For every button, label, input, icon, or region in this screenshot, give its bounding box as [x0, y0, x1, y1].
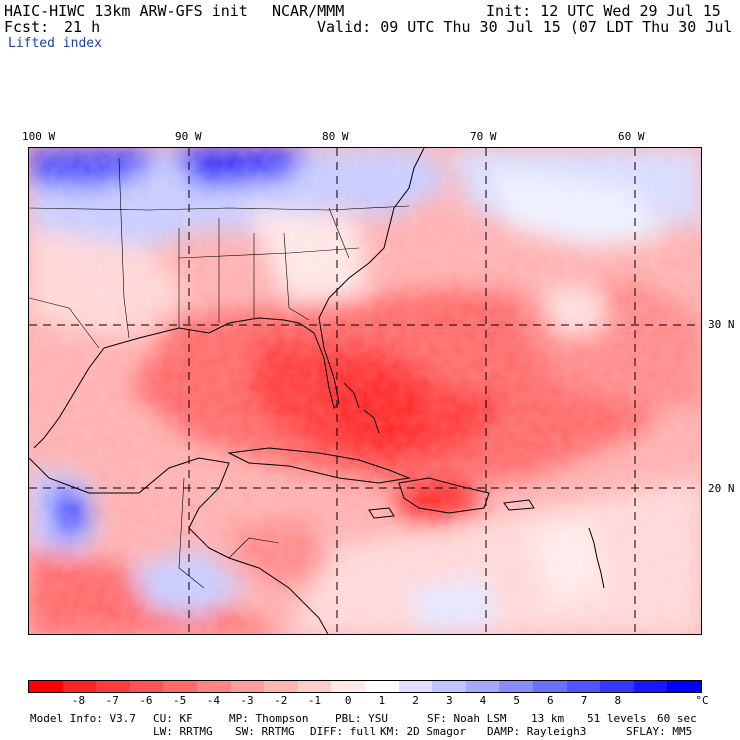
map-svg — [29, 148, 701, 634]
init-time: Init: 12 UTC Wed 29 Jul 15 — [486, 2, 721, 20]
lon-label-100w: 100 W — [22, 130, 56, 143]
colorbar-tick-label: -5 — [173, 694, 187, 707]
colorbar-segment — [465, 681, 500, 692]
colorbar-segment — [96, 681, 130, 692]
colorbar-segment — [667, 681, 701, 692]
colorbar-segment — [163, 681, 197, 692]
colorbar-segment — [29, 681, 63, 692]
footer-km: KM: 2D Smagor — [380, 725, 467, 738]
footer-resolution: 13 km — [531, 712, 565, 725]
lon-label-60w: 60 W — [618, 130, 645, 143]
footer-levels: 51 levels — [587, 712, 647, 725]
footer-timestep: 60 sec — [657, 712, 697, 725]
footer-diff: DIFF: full — [310, 725, 377, 738]
coastlines — [29, 148, 605, 634]
colorbar-unit: °C — [695, 694, 709, 707]
colorbar-tick-label: -7 — [105, 694, 119, 707]
colorbar-segment — [499, 681, 533, 692]
footer-sflay: SFLAY: MM5 — [626, 725, 693, 738]
colorbar-tick-label: 1 — [378, 694, 386, 707]
colorbar-tick-label: 0 — [344, 694, 352, 707]
colorbar-tick-label: 4 — [479, 694, 487, 707]
colorbar — [28, 680, 702, 693]
colorbar-tick-label: -2 — [274, 694, 288, 707]
colorbar-segment — [364, 681, 399, 692]
field-name: Lifted index — [8, 36, 102, 51]
colorbar-tick-label: -6 — [139, 694, 153, 707]
colorbar-tick-label: -1 — [307, 694, 322, 707]
colorbar-tick-label: 3 — [445, 694, 453, 707]
colorbar-tick-label: 5 — [513, 694, 520, 707]
valid-time: Valid: 09 UTC Thu 30 Jul 15 (07 LDT Thu … — [317, 18, 740, 36]
colorbar-tick-label: -8 — [71, 694, 86, 707]
footer-model-info: Model Info: V3.7 — [30, 712, 136, 725]
footer-lw: LW: RRTMG — [153, 725, 213, 738]
footer-cu: CU: KF — [153, 712, 193, 725]
footer-pbl: PBL: YSU — [335, 712, 388, 725]
colorbar-segment — [297, 681, 332, 692]
colorbar-segment — [129, 681, 164, 692]
colorbar-tick-label: 8 — [614, 694, 622, 707]
colorbar-segment — [600, 681, 634, 692]
colorbar-segment — [566, 681, 601, 692]
lon-label-80w: 80 W — [322, 130, 349, 143]
colorbar-segment — [264, 681, 298, 692]
footer-mp: MP: Thompson — [229, 712, 309, 725]
lat-lon-grid — [29, 148, 701, 634]
colorbar-segment — [331, 681, 365, 692]
fcst-value: 21 h — [64, 18, 101, 36]
colorbar-segment — [633, 681, 668, 692]
colorbar-segment — [230, 681, 265, 692]
colorbar-tick-label: -4 — [206, 694, 220, 707]
field-texture — [29, 148, 701, 634]
footer-sw: SW: RRTMG — [235, 725, 295, 738]
lon-label-70w: 70 W — [470, 130, 497, 143]
colorbar-segment — [398, 681, 433, 692]
colorbar-segment — [196, 681, 231, 692]
fcst-label: Fcst: — [4, 18, 50, 36]
colorbar-segment — [62, 681, 97, 692]
colorbar-tick-label: -3 — [240, 694, 254, 707]
footer-damp: DAMP: Rayleigh3 — [487, 725, 587, 738]
lon-label-90w: 90 W — [175, 130, 202, 143]
footer-sf: SF: Noah LSM — [427, 712, 507, 725]
lat-label-30n: 30 N — [708, 318, 735, 331]
center-label: NCAR/MMM — [272, 2, 345, 20]
colorbar-tick-label: 2 — [412, 694, 419, 707]
colorbar-segment — [532, 681, 567, 692]
model-title: HAIC-HIWC 13km ARW-GFS init — [4, 2, 248, 20]
lat-label-20n: 20 N — [708, 482, 735, 495]
colorbar-tick-label: 7 — [580, 694, 588, 707]
lifted-index-map — [28, 147, 702, 635]
colorbar-segment — [432, 681, 466, 692]
colorbar-tick-label: 6 — [547, 694, 554, 707]
political-borders — [29, 157, 410, 589]
